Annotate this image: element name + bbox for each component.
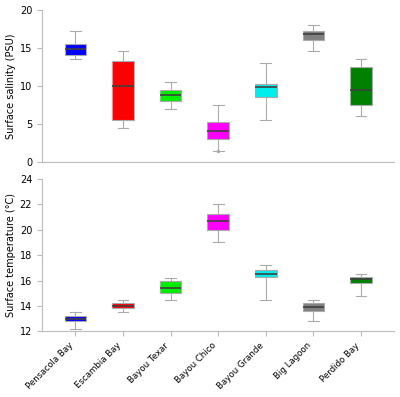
PathPatch shape [350, 277, 372, 283]
PathPatch shape [112, 61, 134, 120]
PathPatch shape [303, 303, 324, 311]
PathPatch shape [64, 316, 86, 321]
PathPatch shape [64, 44, 86, 55]
PathPatch shape [112, 303, 134, 308]
PathPatch shape [303, 31, 324, 40]
PathPatch shape [255, 270, 276, 277]
PathPatch shape [350, 67, 372, 105]
PathPatch shape [255, 84, 276, 97]
PathPatch shape [160, 281, 181, 293]
PathPatch shape [208, 121, 229, 139]
Y-axis label: Surface salinity (PSU): Surface salinity (PSU) [6, 33, 16, 139]
Y-axis label: Surface temperature (°C): Surface temperature (°C) [6, 193, 16, 317]
PathPatch shape [208, 214, 229, 230]
PathPatch shape [160, 90, 181, 101]
